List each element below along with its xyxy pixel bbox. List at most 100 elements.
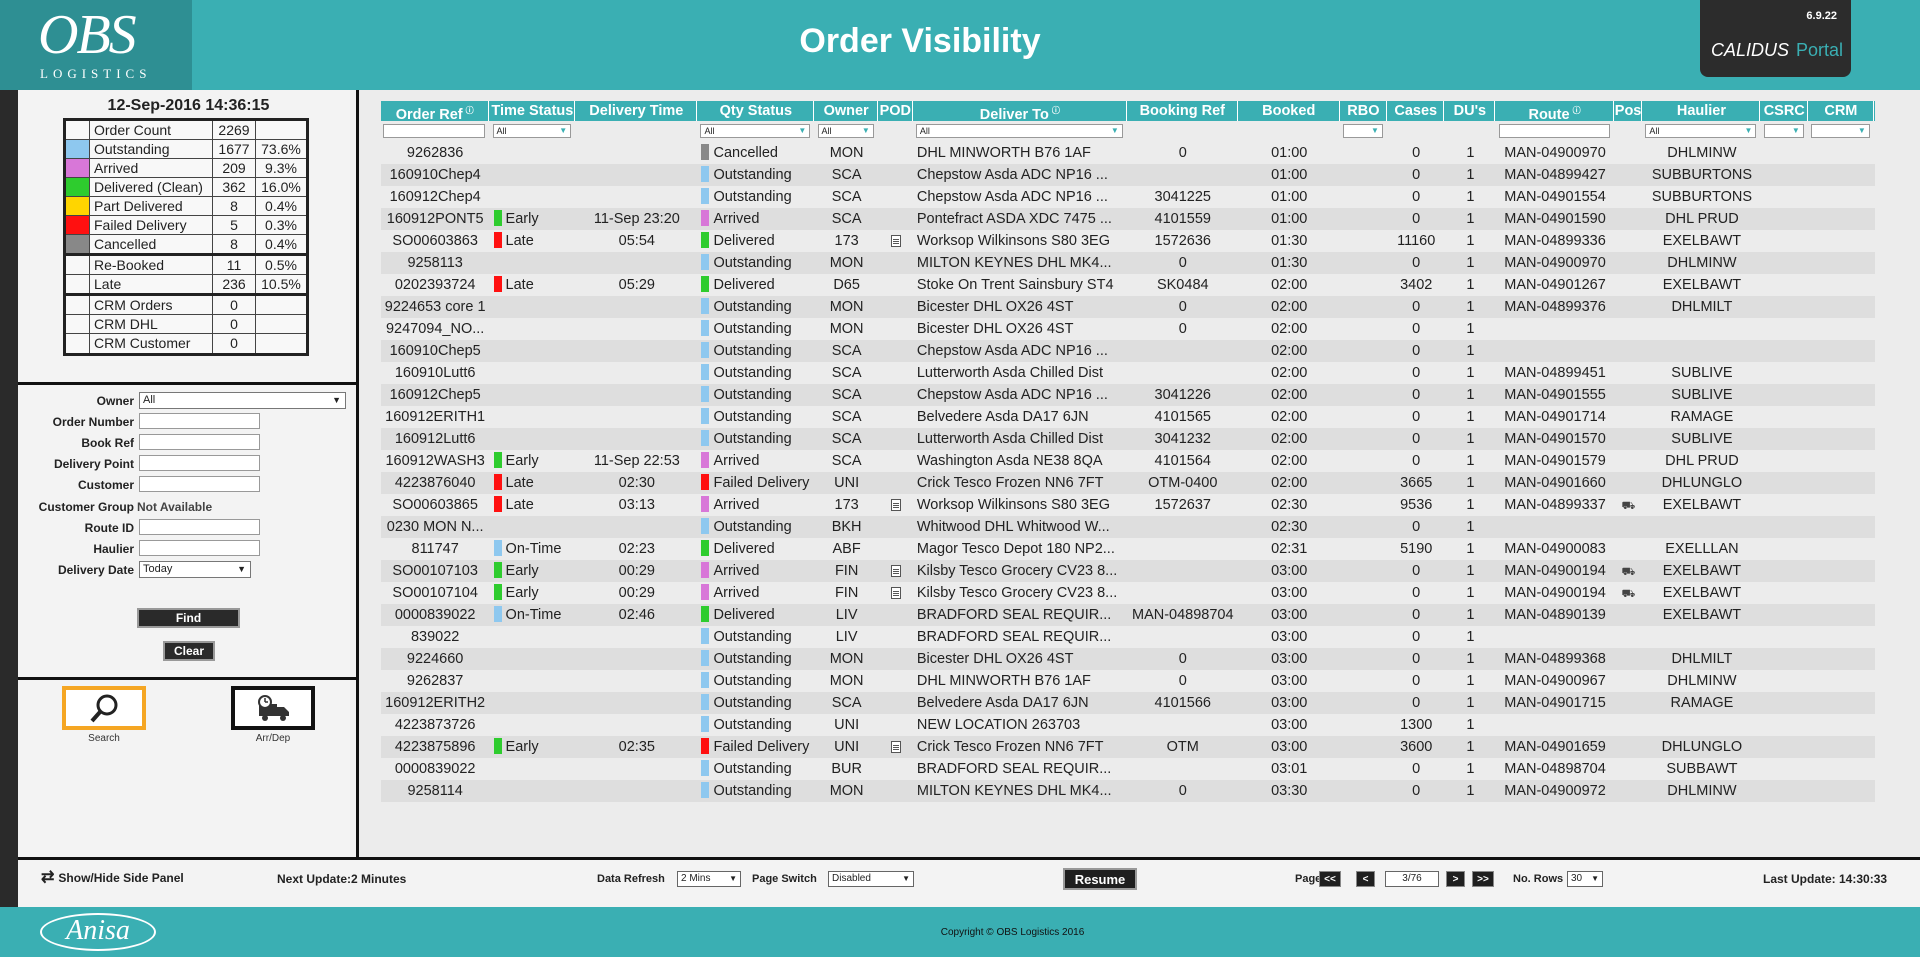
customer-input[interactable] bbox=[139, 476, 260, 492]
stat-swatch bbox=[66, 216, 90, 234]
column-header[interactable]: Booked bbox=[1239, 101, 1340, 121]
clear-button[interactable]: Clear bbox=[163, 641, 215, 661]
truck-icon[interactable]: ⛟ bbox=[1621, 566, 1636, 578]
order-number-input[interactable] bbox=[139, 413, 260, 429]
column-header[interactable]: Delivery Time bbox=[576, 101, 698, 121]
truck-icon[interactable]: ⛟ bbox=[1621, 588, 1636, 600]
table-row[interactable]: SO00603863 Late 05:54 Delivered 173 Worksop W… bbox=[381, 230, 1875, 252]
table-row[interactable]: 4223876040 Late 02:30 Failed Delivery UNI Cri… bbox=[381, 472, 1875, 494]
table-row[interactable]: 160912PONT5 Early 11-Sep 23:20 Arrived SCA Po… bbox=[381, 208, 1875, 230]
delivery-point-input[interactable] bbox=[139, 455, 260, 471]
column-header[interactable]: Cases bbox=[1388, 101, 1445, 121]
prev-page-button[interactable]: < bbox=[1356, 871, 1375, 887]
table-row[interactable]: 839022 Outstanding LIV BRADFORD SEAL REQUIR… bbox=[381, 626, 1875, 648]
table-row[interactable]: 160912WASH3 Early 11-Sep 22:53 Arrived SCA Wa… bbox=[381, 450, 1875, 472]
column-header[interactable]: CRM bbox=[1809, 101, 1874, 121]
find-button[interactable]: Find bbox=[137, 608, 240, 628]
table-row[interactable]: 160910Lutt6 Outstanding SCA Lutterworth Asd… bbox=[381, 362, 1875, 384]
column-header[interactable]: Deliver To ⓘ bbox=[914, 101, 1127, 121]
last-page-button[interactable]: >> bbox=[1472, 871, 1494, 887]
cell-booked: 03:00 bbox=[1271, 585, 1308, 601]
column-header[interactable]: Booking Ref bbox=[1128, 101, 1238, 121]
stat-label: CRM Customer bbox=[90, 334, 213, 353]
resume-button[interactable]: Resume bbox=[1063, 868, 1137, 890]
cell-du-s: 1 bbox=[1466, 453, 1475, 469]
delivery-date-select[interactable]: Today ▼ bbox=[139, 561, 251, 578]
column-filter[interactable]: All ▼ bbox=[700, 124, 811, 138]
arr-dep-quick-button[interactable] bbox=[231, 686, 315, 730]
table-row[interactable]: 9247094_NO... Outstanding MON Bicester DHL … bbox=[381, 318, 1875, 340]
table-row[interactable]: SO00107103 Early 00:29 Arrived FIN Kilsby Tes… bbox=[381, 560, 1875, 582]
book-ref-input[interactable] bbox=[139, 434, 260, 450]
column-header[interactable]: Owner bbox=[816, 101, 878, 121]
column-header[interactable]: CSRC bbox=[1762, 101, 1808, 121]
table-row[interactable]: 160912Lutt6 Outstanding SCA Lutterworth Asd… bbox=[381, 428, 1875, 450]
table-row[interactable]: 9224660 Outstanding MON Bicester DHL OX26 4… bbox=[381, 648, 1875, 670]
column-filter[interactable] bbox=[383, 124, 486, 138]
pod-document-icon[interactable] bbox=[890, 235, 901, 248]
column-filter[interactable]: All ▼ bbox=[915, 124, 1123, 138]
haulier-input[interactable] bbox=[139, 540, 260, 556]
table-row[interactable]: 9258114 Outstanding MON MILTON KEYNES DHL M… bbox=[381, 780, 1875, 802]
column-header[interactable]: Pos bbox=[1615, 101, 1643, 121]
status-color-bar bbox=[701, 759, 710, 776]
column-header[interactable]: Haulier bbox=[1643, 101, 1761, 121]
table-row[interactable]: 0000839022 On-Time 02:46 Delivered LIV BRADFO… bbox=[381, 604, 1875, 626]
table-row[interactable]: 0230 MON N... Outstanding BKH Whitwood DHL … bbox=[381, 516, 1875, 538]
column-header[interactable]: Qty Status bbox=[698, 101, 815, 121]
page-switch-select[interactable]: Disabled ▼ bbox=[828, 871, 914, 887]
toggle-side-panel[interactable]: ⇄ Show/Hide Side Panel bbox=[41, 867, 184, 887]
pod-document-icon[interactable] bbox=[890, 499, 901, 512]
route-id-input[interactable] bbox=[139, 519, 260, 535]
cell-booking-ref: 0 bbox=[1178, 255, 1187, 271]
table-row[interactable]: 160910Chep5 Outstanding SCA Chepstow Asda A… bbox=[381, 340, 1875, 362]
pod-document-icon[interactable] bbox=[890, 587, 901, 600]
cell-time-status bbox=[491, 142, 576, 164]
column-filter[interactable] bbox=[1498, 124, 1610, 138]
first-page-button[interactable]: << bbox=[1319, 871, 1341, 887]
column-header[interactable]: Route ⓘ bbox=[1497, 101, 1614, 121]
column-filter[interactable]: ▼ bbox=[1811, 124, 1870, 138]
column-header[interactable]: DU's bbox=[1445, 101, 1496, 121]
next-page-button[interactable]: > bbox=[1446, 871, 1465, 887]
cell-pos bbox=[1615, 780, 1642, 802]
stat-row: Failed Delivery 5 0.3% bbox=[66, 216, 306, 235]
table-row[interactable]: 9262837 Outstanding MON DHL MINWORTH B76 1A… bbox=[381, 670, 1875, 692]
pod-document-icon[interactable] bbox=[890, 565, 901, 578]
table-row[interactable]: SO00603865 Late 03:13 Arrived 173 Worksop Wil… bbox=[381, 494, 1875, 516]
table-row[interactable]: 160912Chep5 Outstanding SCA Chepstow Asda A… bbox=[381, 384, 1875, 406]
column-filter[interactable]: All ▼ bbox=[492, 124, 572, 138]
pod-document-icon[interactable] bbox=[890, 741, 901, 754]
cell-haulier bbox=[1643, 626, 1760, 648]
table-row[interactable]: 811747 On-Time 02:23 Delivered ABF Magor Tesc… bbox=[381, 538, 1875, 560]
truck-icon[interactable]: ⛟ bbox=[1621, 500, 1636, 512]
data-refresh-select[interactable]: 2 Mins ▼ bbox=[677, 871, 741, 887]
column-header[interactable]: RBO bbox=[1341, 101, 1387, 121]
page-number-input[interactable]: 3/76 bbox=[1385, 871, 1439, 887]
table-row[interactable]: 4223873726 Outstanding UNI NEW LOCATION 263… bbox=[381, 714, 1875, 736]
search-quick-button[interactable] bbox=[62, 686, 146, 730]
column-filter[interactable]: All ▼ bbox=[1645, 124, 1757, 138]
cell-cases: 0 bbox=[1412, 343, 1421, 359]
rows-select[interactable]: 30 ▼ bbox=[1567, 871, 1603, 887]
table-row[interactable]: 160910Chep4 Outstanding SCA Chepstow Asda A… bbox=[381, 164, 1875, 186]
table-row[interactable]: SO00107104 Early 00:29 Arrived FIN Kilsby Tes… bbox=[381, 582, 1875, 604]
table-row[interactable]: 160912ERITH1 Outstanding SCA Belvedere Asda… bbox=[381, 406, 1875, 428]
column-header[interactable]: POD bbox=[879, 101, 913, 121]
column-filter[interactable]: ▼ bbox=[1763, 124, 1804, 138]
column-filter[interactable]: ▼ bbox=[1342, 124, 1383, 138]
column-header[interactable]: Time Status bbox=[491, 101, 576, 121]
owner-select[interactable]: All ▼ bbox=[139, 392, 346, 409]
table-row[interactable]: 9262836 Cancelled MON DHL MINWORTH B76 1AF 0… bbox=[381, 142, 1875, 164]
table-row[interactable]: 160912Chep4 Outstanding SCA Chepstow Asda A… bbox=[381, 186, 1875, 208]
column-filter[interactable]: All ▼ bbox=[817, 124, 874, 138]
status-text: Outstanding bbox=[713, 431, 792, 447]
cell-pod bbox=[879, 362, 913, 384]
table-row[interactable]: 0202393724 Late 05:29 Delivered D65 Stoke On … bbox=[381, 274, 1875, 296]
table-row[interactable]: 9258113 Outstanding MON MILTON KEYNES DHL M… bbox=[381, 252, 1875, 274]
table-row[interactable]: 0000839022 Outstanding BUR BRADFORD SEAL RE… bbox=[381, 758, 1875, 780]
table-row[interactable]: 9224653 core 1 Outstanding MON Bicester DHL… bbox=[381, 296, 1875, 318]
table-row[interactable]: 160912ERITH2 Outstanding SCA Belvedere Asda… bbox=[381, 692, 1875, 714]
table-row[interactable]: 4223875896 Early 02:35 Failed Delivery UNI Cr… bbox=[381, 736, 1875, 758]
column-header[interactable]: Order Ref ⓘ bbox=[381, 101, 490, 121]
